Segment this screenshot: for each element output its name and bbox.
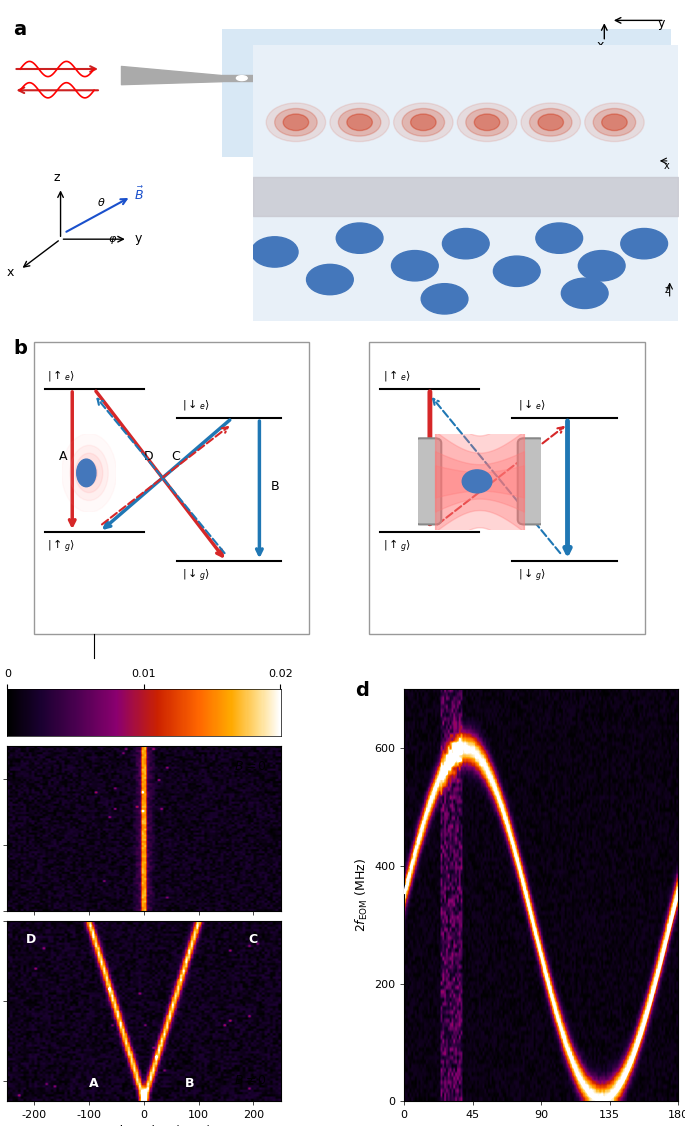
Circle shape: [336, 223, 383, 253]
Circle shape: [320, 75, 330, 81]
Circle shape: [431, 75, 441, 81]
Text: a: a: [14, 20, 27, 39]
Text: $|\downarrow_g\rangle$: $|\downarrow_g\rangle$: [518, 568, 546, 584]
Circle shape: [493, 256, 540, 286]
Circle shape: [347, 114, 373, 131]
Text: $|\downarrow_e\rangle$: $|\downarrow_e\rangle$: [518, 397, 546, 412]
Text: $\theta$: $\theta$: [97, 196, 106, 207]
Text: x: x: [7, 266, 14, 278]
Circle shape: [585, 102, 644, 142]
Circle shape: [62, 434, 116, 512]
Circle shape: [653, 75, 663, 81]
Circle shape: [621, 229, 667, 259]
Text: $\varphi$: $\varphi$: [108, 234, 116, 247]
Text: A: A: [89, 1078, 99, 1090]
FancyBboxPatch shape: [518, 438, 545, 525]
Circle shape: [330, 102, 389, 142]
Circle shape: [601, 114, 627, 131]
Circle shape: [593, 108, 636, 136]
Y-axis label: $2f_\mathrm{EOM}$ (MHz): $2f_\mathrm{EOM}$ (MHz): [353, 858, 370, 932]
Circle shape: [443, 229, 489, 259]
Circle shape: [530, 108, 572, 136]
Text: $|\uparrow_g\rangle$: $|\uparrow_g\rangle$: [383, 538, 411, 555]
Text: $\vec{B}$: $\vec{B}$: [134, 186, 145, 203]
Circle shape: [578, 251, 625, 280]
FancyBboxPatch shape: [414, 438, 441, 525]
Circle shape: [625, 75, 636, 81]
Text: z: z: [664, 285, 670, 295]
Text: B: B: [271, 480, 279, 493]
Text: $B \neq 0$: $B \neq 0$: [234, 1074, 267, 1087]
Text: C: C: [171, 450, 180, 464]
Circle shape: [410, 114, 436, 131]
Text: z: z: [54, 171, 60, 185]
Circle shape: [466, 108, 508, 136]
Text: $B = 0$: $B = 0$: [234, 760, 267, 772]
Circle shape: [458, 102, 516, 142]
Text: D: D: [26, 933, 36, 946]
Circle shape: [597, 75, 608, 81]
Circle shape: [394, 102, 453, 142]
Bar: [329, 63, 530, 148]
Circle shape: [474, 114, 500, 131]
Text: x: x: [597, 38, 604, 52]
Text: $|\downarrow_e\rangle$: $|\downarrow_e\rangle$: [182, 397, 210, 412]
Text: $|\uparrow_e\rangle$: $|\uparrow_e\rangle$: [47, 368, 75, 383]
Text: b: b: [14, 339, 27, 358]
Text: $|\uparrow_g\rangle$: $|\uparrow_g\rangle$: [47, 538, 75, 555]
Circle shape: [536, 223, 582, 253]
Circle shape: [403, 75, 414, 81]
X-axis label: Laser detuning (MHz): Laser detuning (MHz): [77, 1125, 211, 1126]
Text: y: y: [658, 17, 664, 30]
Circle shape: [402, 108, 445, 136]
Circle shape: [458, 75, 469, 81]
Circle shape: [266, 102, 325, 142]
Circle shape: [542, 75, 552, 81]
Circle shape: [264, 75, 275, 81]
Circle shape: [292, 75, 303, 81]
Circle shape: [251, 236, 298, 267]
X-axis label: Azimuthal $\varphi$ (°): Azimuthal $\varphi$ (°): [493, 1125, 589, 1126]
Circle shape: [338, 108, 381, 136]
Text: y: y: [134, 232, 142, 245]
Circle shape: [561, 278, 608, 309]
Circle shape: [236, 75, 247, 81]
Circle shape: [375, 75, 386, 81]
Text: $|\uparrow_e\rangle$: $|\uparrow_e\rangle$: [383, 368, 411, 383]
Circle shape: [462, 470, 492, 493]
Circle shape: [392, 251, 438, 280]
Circle shape: [486, 75, 497, 81]
Text: A: A: [58, 450, 67, 464]
Circle shape: [70, 445, 108, 500]
Bar: [369, 342, 645, 634]
Text: D: D: [144, 450, 153, 464]
Circle shape: [569, 75, 580, 81]
Circle shape: [75, 453, 103, 493]
Circle shape: [81, 462, 97, 484]
Text: $|\downarrow_g\rangle$: $|\downarrow_g\rangle$: [182, 568, 210, 584]
Circle shape: [347, 75, 358, 81]
Circle shape: [514, 75, 525, 81]
Text: B: B: [185, 1078, 195, 1090]
Bar: [34, 342, 309, 634]
Circle shape: [77, 459, 96, 486]
Circle shape: [521, 102, 580, 142]
Text: C: C: [248, 933, 257, 946]
Circle shape: [306, 265, 353, 295]
FancyBboxPatch shape: [222, 29, 671, 158]
Circle shape: [421, 284, 468, 314]
Circle shape: [275, 108, 317, 136]
Text: d: d: [355, 681, 369, 699]
Text: x: x: [664, 161, 670, 171]
Circle shape: [283, 114, 309, 131]
Circle shape: [538, 114, 564, 131]
